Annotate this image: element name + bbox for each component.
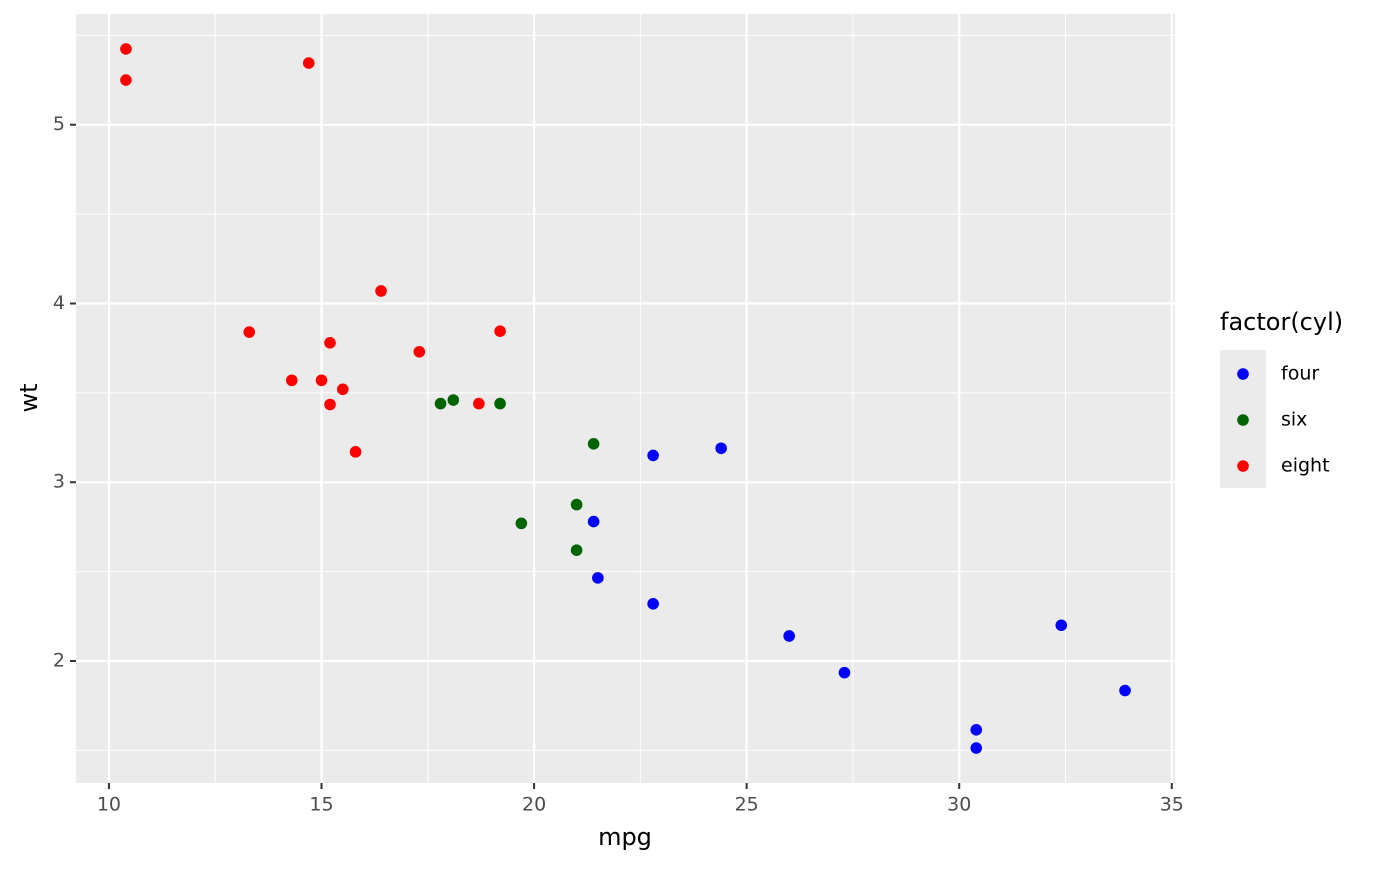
- x-tick-label: 10: [97, 794, 121, 816]
- point: [494, 397, 506, 410]
- legend: four six eight: [1237, 363, 1330, 477]
- legend-label: four: [1281, 363, 1319, 385]
- legend-key: [1237, 460, 1249, 472]
- legend-key: [1237, 368, 1249, 380]
- point: [120, 43, 132, 55]
- point: [243, 326, 256, 338]
- point: [349, 446, 362, 458]
- point: [715, 442, 727, 455]
- legend-key: [1237, 414, 1249, 426]
- point: [336, 383, 349, 396]
- point: [434, 397, 447, 410]
- point: [1055, 619, 1068, 632]
- point: [970, 724, 983, 736]
- x-tick-label: 30: [947, 794, 971, 816]
- x-axis-title: mpg: [598, 823, 652, 851]
- point: [570, 498, 583, 511]
- point: [570, 544, 583, 556]
- point: [494, 325, 506, 338]
- point: [783, 630, 795, 642]
- point: [970, 742, 983, 754]
- point: [324, 398, 336, 411]
- point: [375, 285, 387, 297]
- point: [413, 345, 426, 358]
- grid: [76, 14, 1175, 783]
- point: [587, 438, 600, 450]
- y-tick-label: 2: [53, 649, 65, 671]
- y-axis-title: wt: [15, 383, 43, 412]
- point: [324, 337, 336, 349]
- point: [647, 449, 659, 462]
- point: [302, 57, 315, 69]
- point: [285, 374, 298, 387]
- x-tick-label: 15: [309, 794, 333, 816]
- point: [838, 666, 851, 679]
- point: [592, 572, 604, 584]
- point: [515, 517, 528, 530]
- legend-label: six: [1281, 409, 1307, 431]
- points: [120, 43, 1131, 754]
- panel-background: [76, 14, 1175, 783]
- point: [647, 597, 659, 610]
- x-tick-label: 20: [522, 794, 546, 816]
- point: [120, 74, 132, 86]
- legend-label: eight: [1281, 455, 1330, 477]
- point: [447, 394, 460, 406]
- point: [587, 515, 600, 528]
- point: [315, 374, 328, 387]
- y-tick-label: 5: [53, 113, 65, 135]
- x-tick-label: 35: [1160, 794, 1184, 816]
- point: [1119, 684, 1131, 697]
- point: [473, 397, 485, 410]
- y-tick-label: 3: [53, 471, 65, 493]
- legend-title: factor(cyl): [1220, 308, 1343, 336]
- y-tick-label: 4: [53, 292, 65, 314]
- x-tick-label: 25: [735, 794, 759, 816]
